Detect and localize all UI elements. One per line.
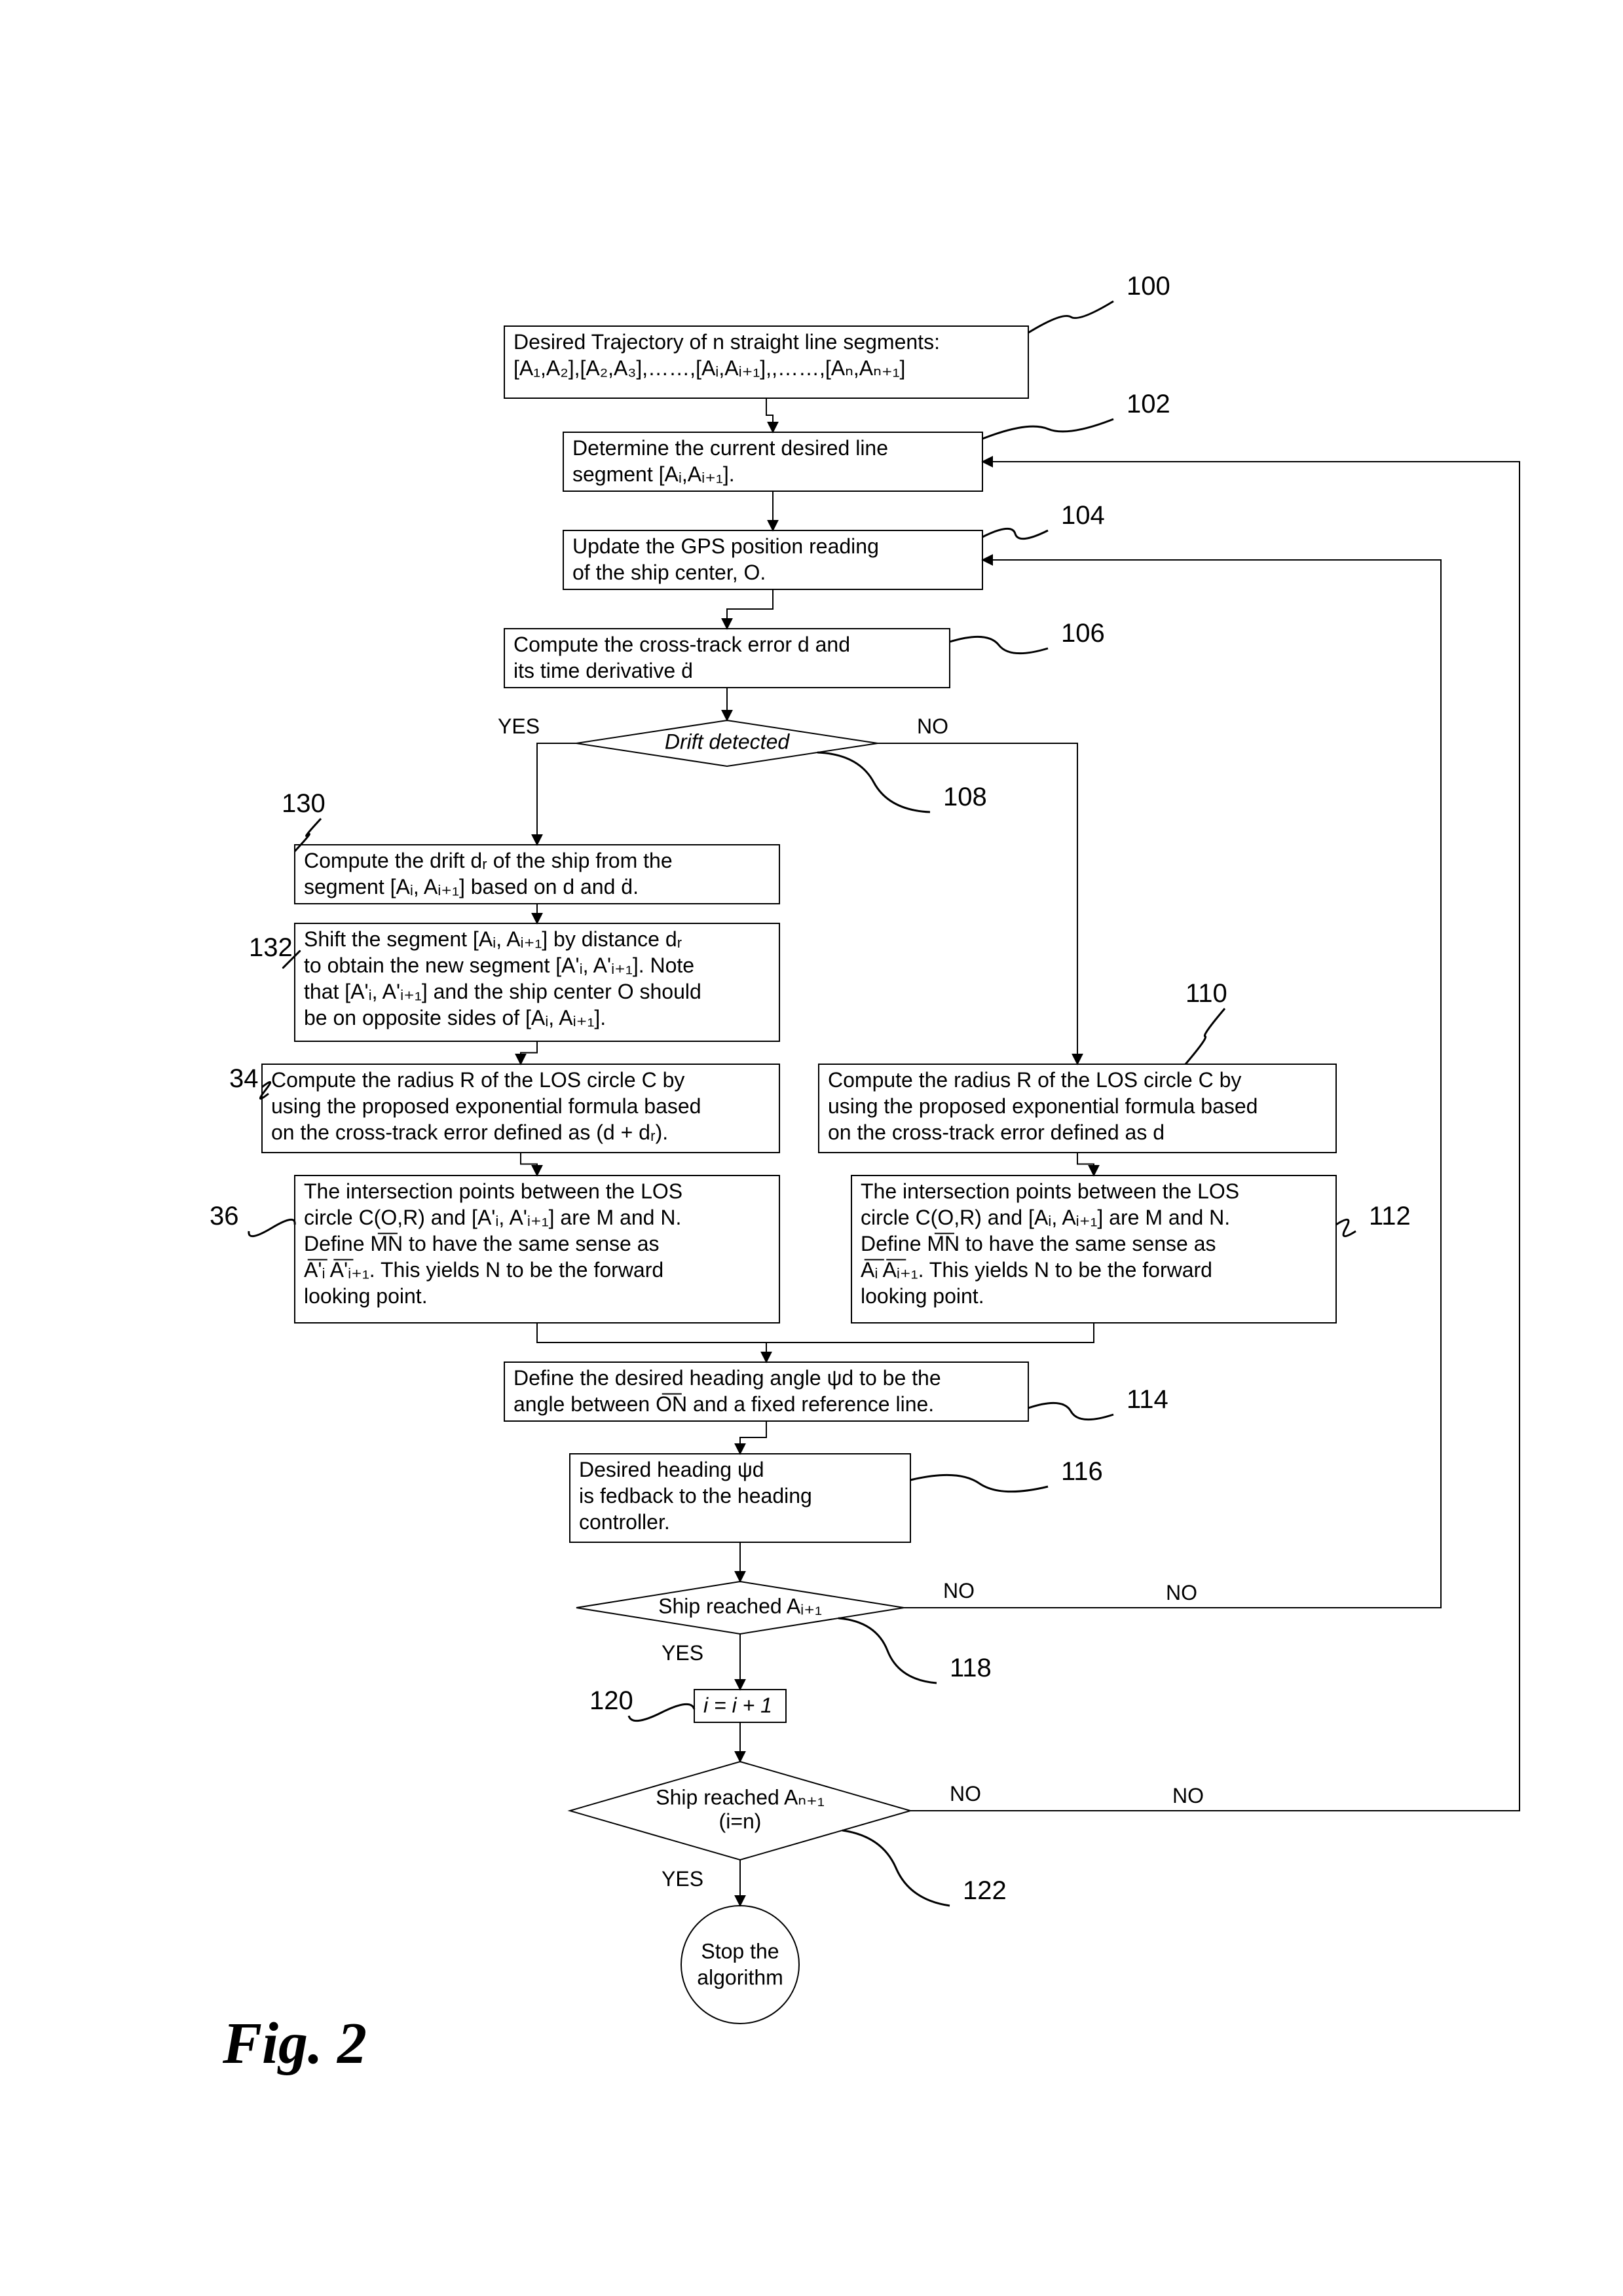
svg-text:112: 112 [1369,1202,1411,1231]
svg-text:YES: YES [662,1641,703,1665]
svg-text:102: 102 [1127,390,1170,418]
svg-text:114: 114 [1127,1385,1168,1414]
flowchart-shapes: Desired Trajectory of n straight line se… [262,326,1336,2024]
svg-text:34: 34 [229,1064,259,1093]
svg-text:i = i + 1: i = i + 1 [703,1694,772,1717]
svg-text:122: 122 [963,1876,1007,1905]
svg-text:104: 104 [1061,501,1105,530]
svg-text:100: 100 [1127,272,1170,301]
svg-text:36: 36 [210,1202,239,1231]
svg-text:YES: YES [662,1867,703,1891]
svg-text:120: 120 [589,1686,633,1715]
svg-text:NO: NO [1166,1581,1197,1604]
svg-text:NO: NO [917,714,948,738]
svg-text:Compute the radius R of the LO: Compute the radius R of the LOS circle C… [271,1068,701,1144]
svg-text:116: 116 [1061,1457,1103,1486]
svg-text:110: 110 [1185,979,1227,1008]
svg-text:132: 132 [249,933,293,962]
svg-text:108: 108 [943,783,987,811]
svg-text:118: 118 [950,1654,992,1682]
svg-text:NO: NO [950,1782,981,1805]
svg-text:Ship reached Aᵢ₊₁: Ship reached Aᵢ₊₁ [658,1594,822,1618]
svg-text:106: 106 [1061,619,1105,648]
svg-text:YES: YES [498,714,540,738]
svg-text:130: 130 [282,789,326,818]
svg-text:Drift detected: Drift detected [665,730,791,753]
svg-text:NO: NO [943,1579,975,1602]
svg-text:NO: NO [1172,1784,1204,1807]
figure-label: Fig. 2 [222,2011,367,2076]
